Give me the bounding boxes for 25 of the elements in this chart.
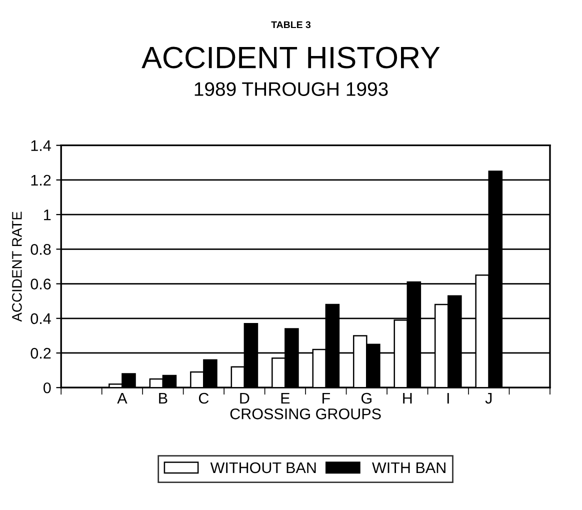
x-tick-label: C [198, 392, 209, 404]
y-axis-title: ACCIDENT RATE [12, 212, 22, 322]
y-tick-label: 0.6 [30, 278, 51, 290]
x-tick-label: E [281, 393, 290, 404]
x-tick-label: G [361, 392, 372, 404]
y-tick-label: 0.8 [30, 244, 51, 255]
x-tick-label: B [159, 393, 168, 404]
y-tick-label: 1.4 [31, 140, 51, 151]
y-tick-label: 0 [43, 382, 51, 394]
y-tick-label: 0.4 [30, 313, 51, 324]
y-tick-label: 0.2 [30, 348, 51, 359]
legend-label: WITHOUT BAN [210, 462, 316, 474]
x-tick-label: F [322, 393, 330, 404]
x-axis-title: CROSSING GROUPS [230, 408, 381, 420]
y-tick-label: 1 [44, 210, 51, 220]
chart-title: ACCIDENT HISTORY [142, 46, 440, 68]
chart-subtitle: 1989 THROUGH 1993 [194, 82, 388, 96]
x-tick-label: A [117, 393, 128, 404]
x-tick-label: I [447, 393, 449, 404]
x-tick-label: J [485, 393, 492, 404]
caption: TABLE 3 [271, 21, 311, 28]
y-tick-label: 1.2 [31, 174, 51, 186]
x-tick-label: H [403, 393, 412, 404]
x-tick-label: D [240, 393, 250, 404]
legend-label: WITH BAN [372, 462, 446, 473]
